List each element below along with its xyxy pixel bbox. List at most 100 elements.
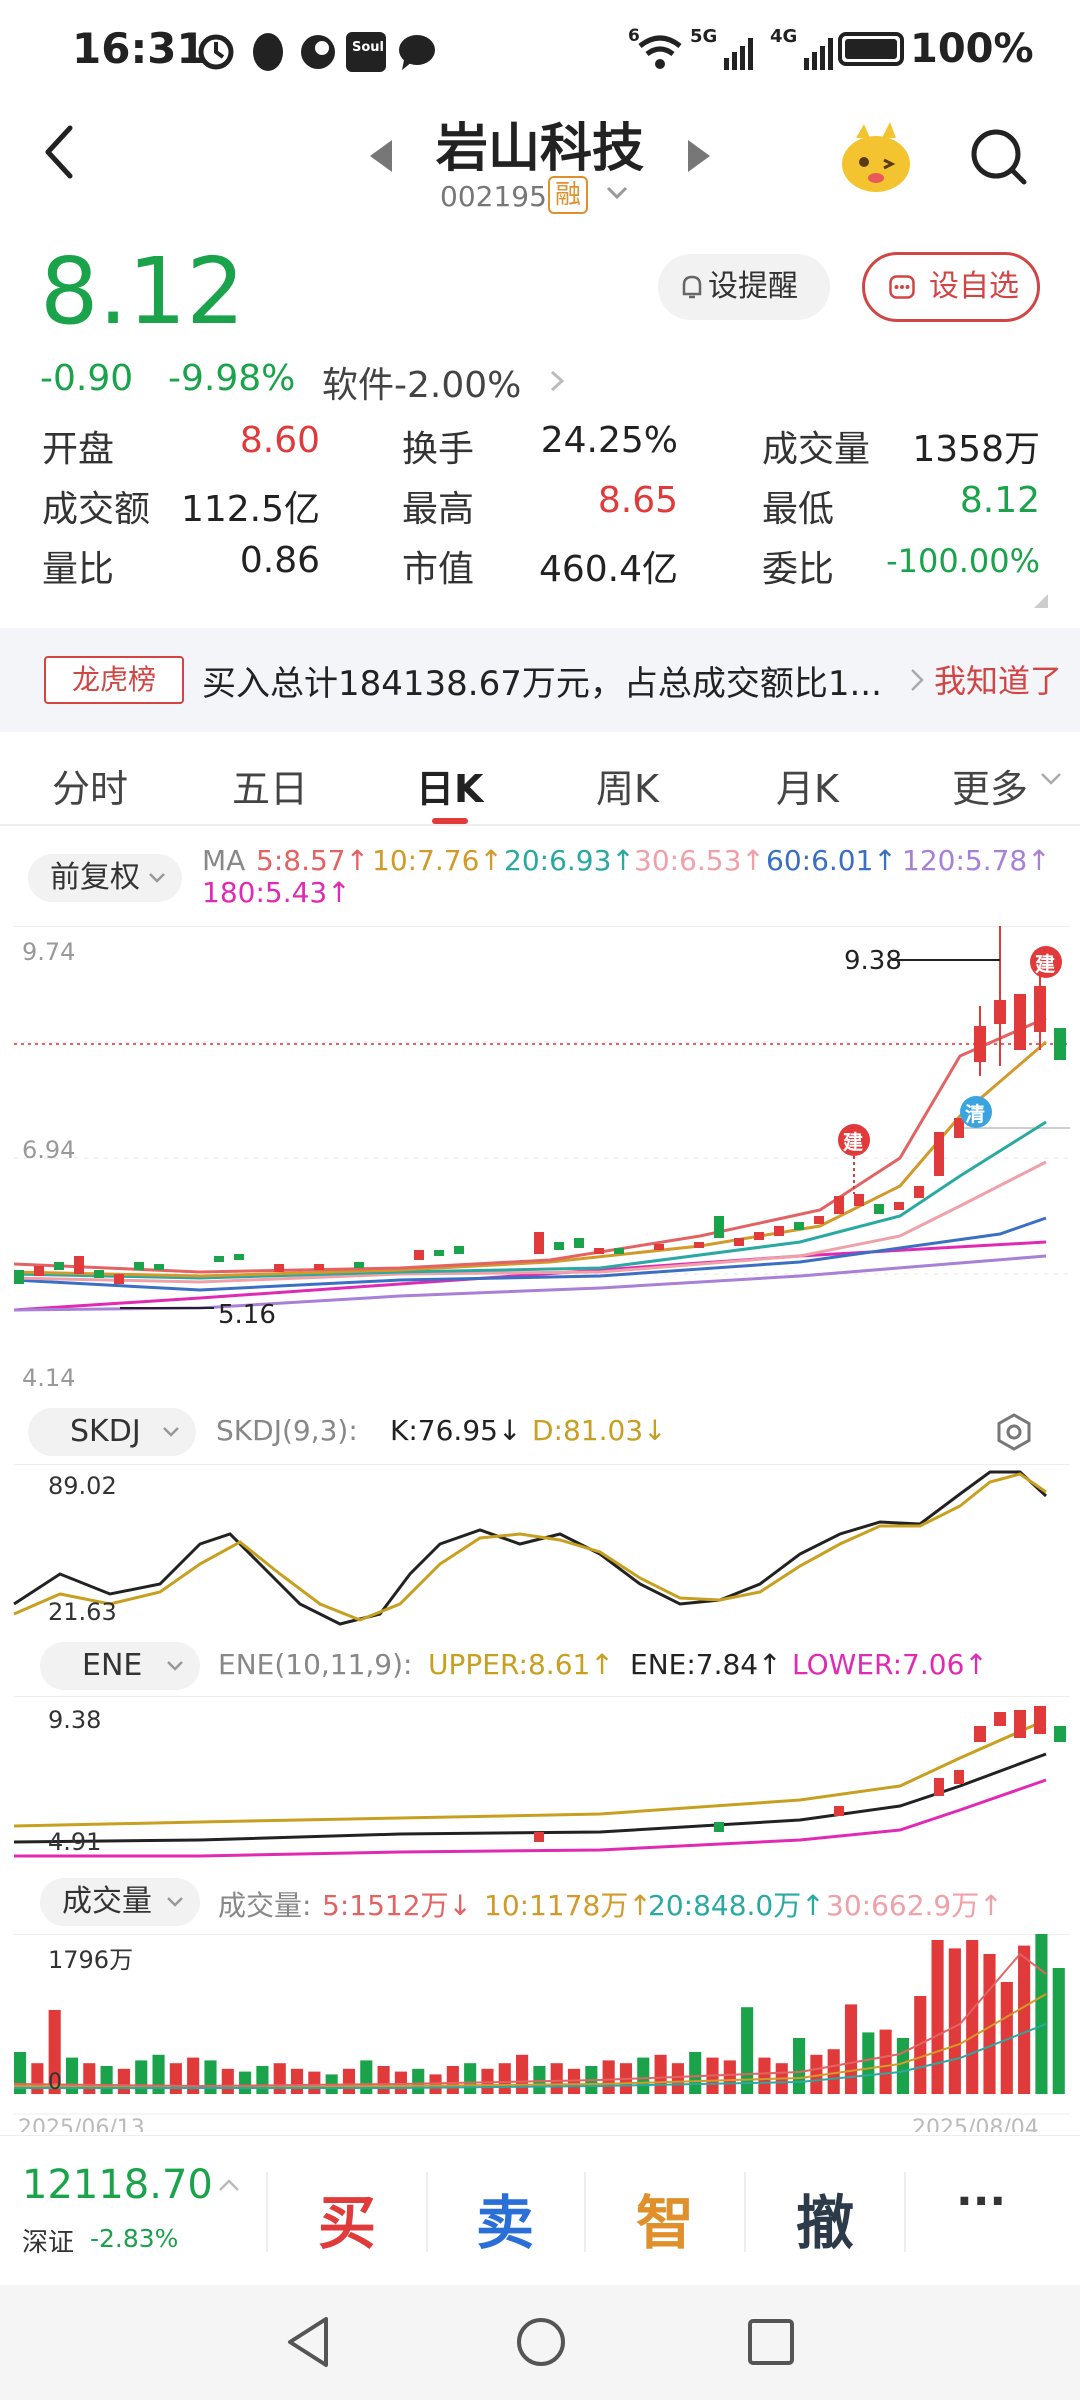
add-watchlist-button[interactable]: 设自选 (862, 252, 1040, 322)
ma60-value: 60:6.01↑ (766, 844, 897, 877)
chevron-right-icon[interactable] (548, 368, 566, 394)
index-name: 深证 (22, 2228, 75, 2258)
sector-link[interactable]: 软件-2.00% (322, 365, 522, 406)
tab-more[interactable]: 更多 (952, 767, 1029, 811)
volume-bar (1018, 1945, 1031, 2094)
price-change: -0.90 (40, 358, 134, 399)
volume-bar (689, 2052, 702, 2094)
volume-bar (83, 2063, 96, 2094)
volume-bar (117, 2068, 130, 2094)
ene-selector[interactable]: ENE (40, 1642, 200, 1690)
volume-bar (758, 2057, 771, 2094)
y-axis-top: 9.74 (22, 938, 76, 966)
chevron-up-icon[interactable] (218, 2178, 240, 2192)
cell-4g-icon (804, 38, 833, 70)
volume-bar (741, 2007, 754, 2094)
volume-bar (793, 2038, 806, 2094)
volume-bar (1000, 1982, 1013, 2094)
set-alert-button[interactable]: 设提醒 (658, 254, 830, 320)
ene-lower: LOWER:7.06↑ (792, 1648, 988, 1681)
index-value[interactable]: 12118.70 (22, 2162, 213, 2208)
volume-bar (966, 1940, 979, 2094)
dismiss-notice-button[interactable]: 我知道了 (934, 662, 1063, 700)
build-marker-icon (1030, 946, 1062, 978)
volume-bar (377, 2066, 390, 2094)
nav-home-icon[interactable] (514, 2315, 568, 2369)
volume-bar (1052, 1968, 1065, 2094)
volume-bar (256, 2066, 269, 2094)
back-icon[interactable] (40, 122, 80, 182)
skdj-chart[interactable] (0, 1464, 1080, 1644)
skdj-y-bottom: 21.63 (48, 1598, 117, 1626)
ma10-line (13, 1040, 1047, 1278)
ene-chart[interactable] (0, 1696, 1080, 1866)
expand-corner-icon[interactable] (1030, 592, 1050, 610)
mascot-icon[interactable] (836, 120, 916, 196)
volume-bar (637, 2057, 650, 2094)
sell-button[interactable]: 卖 (476, 2189, 535, 2257)
volume-bar (983, 1954, 996, 2094)
volume-label: 成交量: (218, 1889, 312, 1922)
tab-intraday[interactable]: 分时 (52, 767, 129, 811)
skdj-params: SKDJ(9,3): (216, 1414, 358, 1447)
bottom-action-bar: 12118.70 深证 -2.83% 买 卖 智 撤 ··· (0, 2135, 1080, 2285)
volume-selector[interactable]: 成交量 (40, 1878, 200, 1926)
volume-bar (498, 2063, 511, 2094)
active-tab-indicator (432, 818, 468, 824)
adjust-selector[interactable]: 前复权 (28, 854, 182, 902)
more-button[interactable]: ··· (956, 2176, 1007, 2227)
tab-weekly-k[interactable]: 周K (596, 767, 659, 811)
search-icon[interactable] (966, 124, 1030, 188)
volume-bar (239, 2071, 252, 2094)
nav-back-icon[interactable] (284, 2315, 334, 2369)
stat-value: -100.00% (886, 542, 1040, 580)
stat-value: 8.65 (597, 480, 678, 521)
volume-ma20: 20:848.0万↑ (648, 1889, 825, 1922)
stock-code: 002195 (440, 180, 547, 213)
chevron-down-icon (167, 1897, 183, 1907)
smart-button[interactable]: 智 (636, 2189, 695, 2257)
candlestick-chart[interactable] (0, 926, 1080, 1396)
tab-daily-k[interactable]: 日K (416, 767, 484, 811)
tab-five-day[interactable]: 五日 (232, 767, 309, 811)
volume-bar (879, 2029, 892, 2094)
volume-bar (671, 2063, 684, 2094)
chevron-down-icon (163, 1427, 179, 1437)
set-alert-label: 设提醒 (708, 269, 798, 304)
index-change: -2.83% (90, 2224, 179, 2253)
volume-bar (169, 2063, 182, 2094)
chevron-down-icon[interactable] (604, 180, 630, 206)
stat-value: 8.60 (239, 420, 320, 461)
dragon-tiger-tag[interactable]: 龙虎榜 (44, 656, 184, 704)
volume-bar (1035, 1934, 1048, 2094)
stat-label: 市值 (402, 549, 475, 590)
skdj-selector[interactable]: SKDJ (28, 1408, 196, 1456)
ene-y-top: 9.38 (48, 1706, 102, 1734)
add-watchlist-label: 设自选 (929, 269, 1019, 304)
volume-bar (602, 2060, 615, 2094)
qq-icon (253, 33, 283, 71)
ma20-line (13, 1120, 1047, 1280)
dragon-tiger-notice: 龙虎榜 买入总计184138.67万元，占总成交额比1... 我知道了 (0, 628, 1080, 732)
ene-y-bottom: 4.91 (48, 1828, 102, 1856)
notice-text[interactable]: 买入总计184138.67万元，占总成交额比1... (202, 664, 882, 704)
buy-button[interactable]: 买 (318, 2189, 377, 2257)
stat-label: 最低 (762, 489, 835, 530)
stat-value: 112.5亿 (180, 489, 320, 530)
prev-stock-icon[interactable] (370, 140, 392, 172)
tab-monthly-k[interactable]: 月K (776, 767, 839, 811)
wifi-icon (638, 35, 682, 69)
stat-label: 成交额 (42, 489, 151, 530)
volume-bar (896, 2038, 910, 2094)
stat-label: 开盘 (42, 429, 115, 470)
skdj-d-line (13, 1472, 1047, 1622)
bell-icon (682, 275, 702, 299)
settings-icon[interactable] (994, 1412, 1034, 1452)
ma120-value: 120:5.78↑ (902, 844, 1051, 877)
next-stock-icon[interactable] (688, 140, 710, 172)
cancel-order-button[interactable]: 撤 (796, 2189, 855, 2257)
nav-recents-icon[interactable] (746, 2317, 796, 2367)
volume-chart[interactable] (0, 1934, 1080, 2134)
chevron-down-icon[interactable] (1040, 772, 1062, 786)
volume-bar (221, 2068, 234, 2094)
